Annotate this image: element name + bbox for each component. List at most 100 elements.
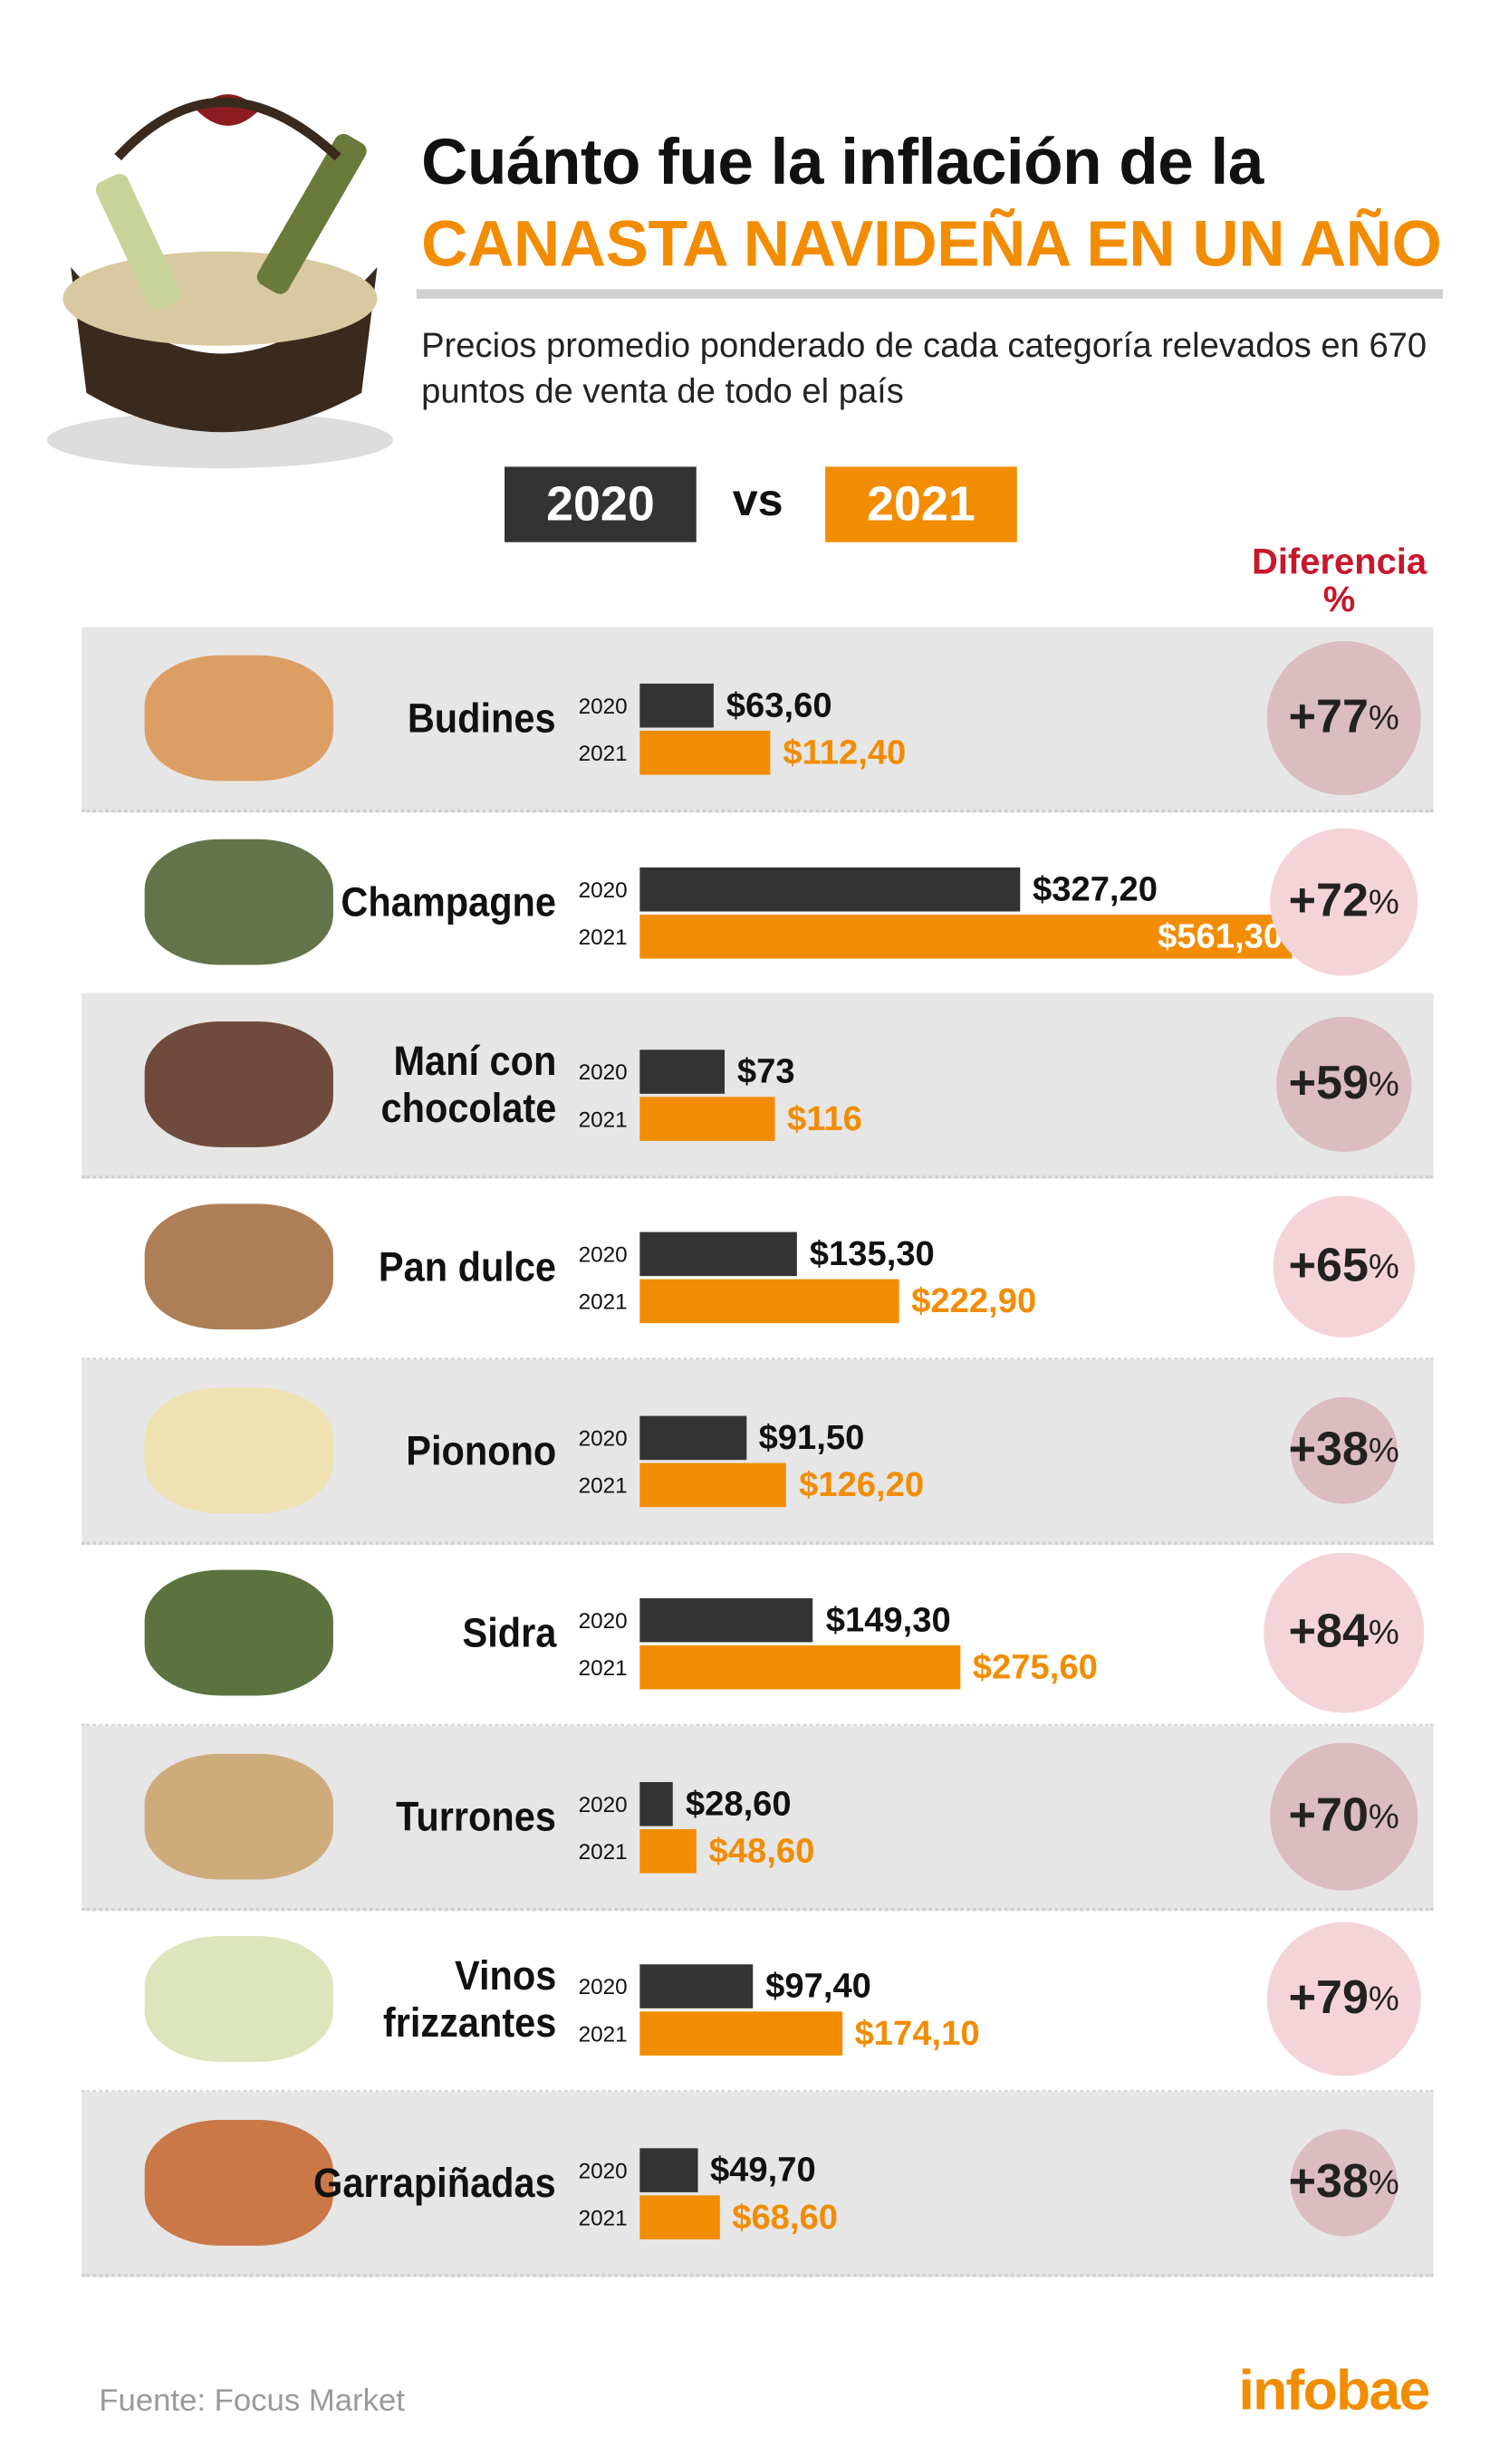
- difference-percent-sign: %: [1322, 578, 1356, 619]
- value-label-2020: $73: [736, 1050, 795, 1091]
- category-label: Budines: [408, 695, 557, 743]
- bar-2021: [639, 2011, 842, 2056]
- percent-value: +77: [1288, 691, 1369, 743]
- percent-difference-circle: +65%: [1273, 1195, 1415, 1337]
- category-label: Champagne: [341, 878, 557, 926]
- bar-2021: [639, 1097, 775, 1141]
- year-label-2021: 2021: [578, 740, 628, 766]
- chart-row: Sidra 2020 $149,30 2021 $275,60 +84%: [82, 1541, 1434, 1728]
- product-image: [144, 1387, 333, 1514]
- year-label-2021: 2021: [578, 1106, 628, 1132]
- category-label: Turrones: [396, 1793, 557, 1841]
- bar-2020: [639, 1050, 725, 1094]
- percent-difference-circle: +38%: [1289, 2128, 1399, 2237]
- year-label-2021: 2021: [578, 924, 628, 950]
- chart-row: Garrapiñadas 2020 $49,70 2021 $68,60 +38%: [82, 2091, 1434, 2277]
- year-label-2021: 2021: [578, 1289, 628, 1314]
- percent-sign: %: [1368, 697, 1399, 737]
- category-label: Vinos frizzantes: [382, 1951, 557, 2047]
- difference-label: Diferencia: [1252, 540, 1427, 582]
- bar-2021: [639, 1462, 787, 1508]
- year-label-2020: 2020: [578, 1973, 628, 1999]
- chart-row: Pan dulce 2020 $135,30 2021 $222,90 +65%: [82, 1175, 1434, 1361]
- bar-2021: [639, 1644, 960, 1690]
- value-label-2021: $222,90: [911, 1280, 1037, 1320]
- percent-difference-circle: +38%: [1288, 1396, 1399, 1505]
- chart-row: Champagne 2020 $327,20 2021 $561,30 +72%: [82, 810, 1434, 997]
- value-label-2021: $48,60: [708, 1830, 815, 1871]
- source-note: Fuente: Focus Market: [99, 2383, 405, 2419]
- percent-sign: %: [1368, 1246, 1399, 1286]
- value-label-2021: $561,30: [1158, 916, 1283, 956]
- bar-2020: [639, 867, 1021, 912]
- value-label-2021: $126,20: [799, 1464, 925, 1504]
- chart-row: Turrones 2020 $28,60 2021 $48,60 +70%: [82, 1725, 1434, 1912]
- infobae-logo: infobae: [1238, 2357, 1430, 2422]
- legend-vs: vs: [732, 475, 783, 527]
- title-divider: [416, 289, 1444, 299]
- percent-difference-circle: +77%: [1267, 641, 1421, 795]
- product-image: [144, 1203, 333, 1330]
- year-label-2020: 2020: [578, 1791, 628, 1817]
- value-label-2020: $327,20: [1032, 868, 1158, 909]
- percent-sign: %: [1368, 1796, 1399, 1836]
- category-label: Maní con chocolate: [380, 1037, 557, 1132]
- value-label-2021: $112,40: [783, 732, 907, 772]
- percent-value: +38: [1288, 1424, 1369, 1476]
- subtitle: Precios promedio ponderado de cada categ…: [421, 325, 1427, 410]
- year-label-2020: 2020: [578, 1059, 628, 1085]
- product-image: [144, 655, 333, 781]
- value-label-2020: $149,30: [825, 1599, 951, 1640]
- product-image: [144, 839, 333, 965]
- year-label-2020: 2020: [578, 2157, 628, 2183]
- percent-difference-circle: +79%: [1266, 1921, 1422, 2077]
- year-label-2021: 2021: [578, 2020, 628, 2047]
- value-label-2021: $68,60: [732, 2197, 838, 2237]
- percent-sign: %: [1368, 1978, 1399, 2018]
- percent-sign: %: [1368, 1430, 1399, 1470]
- percent-value: +79: [1288, 1971, 1369, 2025]
- percent-sign: %: [1368, 1063, 1399, 1104]
- bar-2021: [639, 1829, 697, 1874]
- year-label-2020: 2020: [578, 877, 628, 903]
- bar-2020: [639, 1232, 797, 1277]
- value-label-2021: $174,10: [854, 2013, 980, 2053]
- difference-header: Diferencia %: [1229, 542, 1449, 618]
- year-label-2020: 2020: [578, 693, 628, 719]
- percent-difference-circle: +72%: [1269, 828, 1418, 976]
- product-image: [144, 1753, 333, 1880]
- chart-row: Maní con chocolate 2020 $73 2021 $116 +59%: [82, 992, 1434, 1179]
- percent-sign: %: [1368, 1612, 1399, 1652]
- bar-2020: [639, 1964, 754, 2009]
- year-label-2021: 2021: [578, 1472, 628, 1498]
- title-line-1: Cuánto fue la inflación de la: [421, 125, 1264, 198]
- chart-row: Budines 2020 $63,60 2021 $112,40 +77%: [82, 627, 1434, 813]
- product-image: [144, 2120, 333, 2246]
- legend-2021: 2021: [825, 466, 1017, 542]
- percent-sign: %: [1368, 881, 1399, 921]
- bar-2021: [639, 2195, 720, 2239]
- bar-2021: [639, 730, 771, 775]
- category-label: Pionono: [406, 1426, 557, 1474]
- percent-difference-circle: +70%: [1271, 1743, 1418, 1890]
- legend-2020: 2020: [505, 466, 697, 542]
- bar-2021: [639, 1279, 899, 1324]
- value-label-2021: $116: [787, 1098, 862, 1138]
- value-label-2020: $63,60: [726, 685, 832, 725]
- percent-difference-circle: +84%: [1264, 1552, 1425, 1713]
- value-label-2020: $135,30: [809, 1233, 935, 1273]
- year-label-2020: 2020: [578, 1241, 628, 1267]
- value-label-2020: $49,70: [709, 2150, 816, 2190]
- bar-2020: [639, 683, 714, 728]
- chart-row: Vinos frizzantes 2020 $97,40 2021 $174,10 +79…: [82, 1908, 1434, 2094]
- bar-2020: [639, 1781, 673, 1826]
- value-label-2020: $28,60: [685, 1783, 792, 1824]
- percent-sign: %: [1368, 2162, 1399, 2202]
- value-label-2020: $97,40: [765, 1965, 871, 2006]
- bar-2021: [639, 915, 1293, 959]
- year-label-2021: 2021: [578, 1654, 628, 1681]
- value-label-2021: $275,60: [972, 1646, 1098, 1687]
- category-label: Sidra: [462, 1609, 557, 1657]
- percent-value: +59: [1288, 1057, 1369, 1110]
